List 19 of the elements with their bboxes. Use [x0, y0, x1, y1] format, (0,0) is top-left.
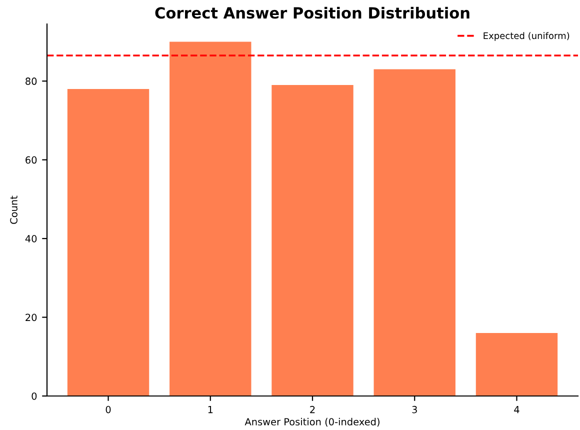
bar [476, 333, 558, 396]
x-axis-title: Answer Position (0-indexed) [244, 418, 380, 427]
x-tick-label: 3 [412, 406, 417, 414]
y-tick-label: 0 [32, 392, 37, 400]
bar [170, 42, 252, 396]
legend-label: Expected (uniform) [484, 32, 570, 41]
y-tick-label: 80 [26, 78, 37, 85]
bar [67, 88, 150, 396]
x-tick-label: 2 [310, 406, 315, 414]
x-tick-label: 1 [208, 406, 213, 414]
chart-title: Correct Answer Position Distribution [155, 6, 470, 19]
y-axis-title: Count [10, 196, 18, 224]
x-tick-label: 4 [514, 406, 520, 414]
bar [374, 69, 456, 396]
x-tick-label: 0 [106, 406, 111, 414]
y-tick-label: 20 [26, 314, 37, 322]
bar [272, 85, 354, 396]
y-tick-label: 60 [26, 156, 37, 164]
y-tick-label: 40 [25, 235, 37, 242]
